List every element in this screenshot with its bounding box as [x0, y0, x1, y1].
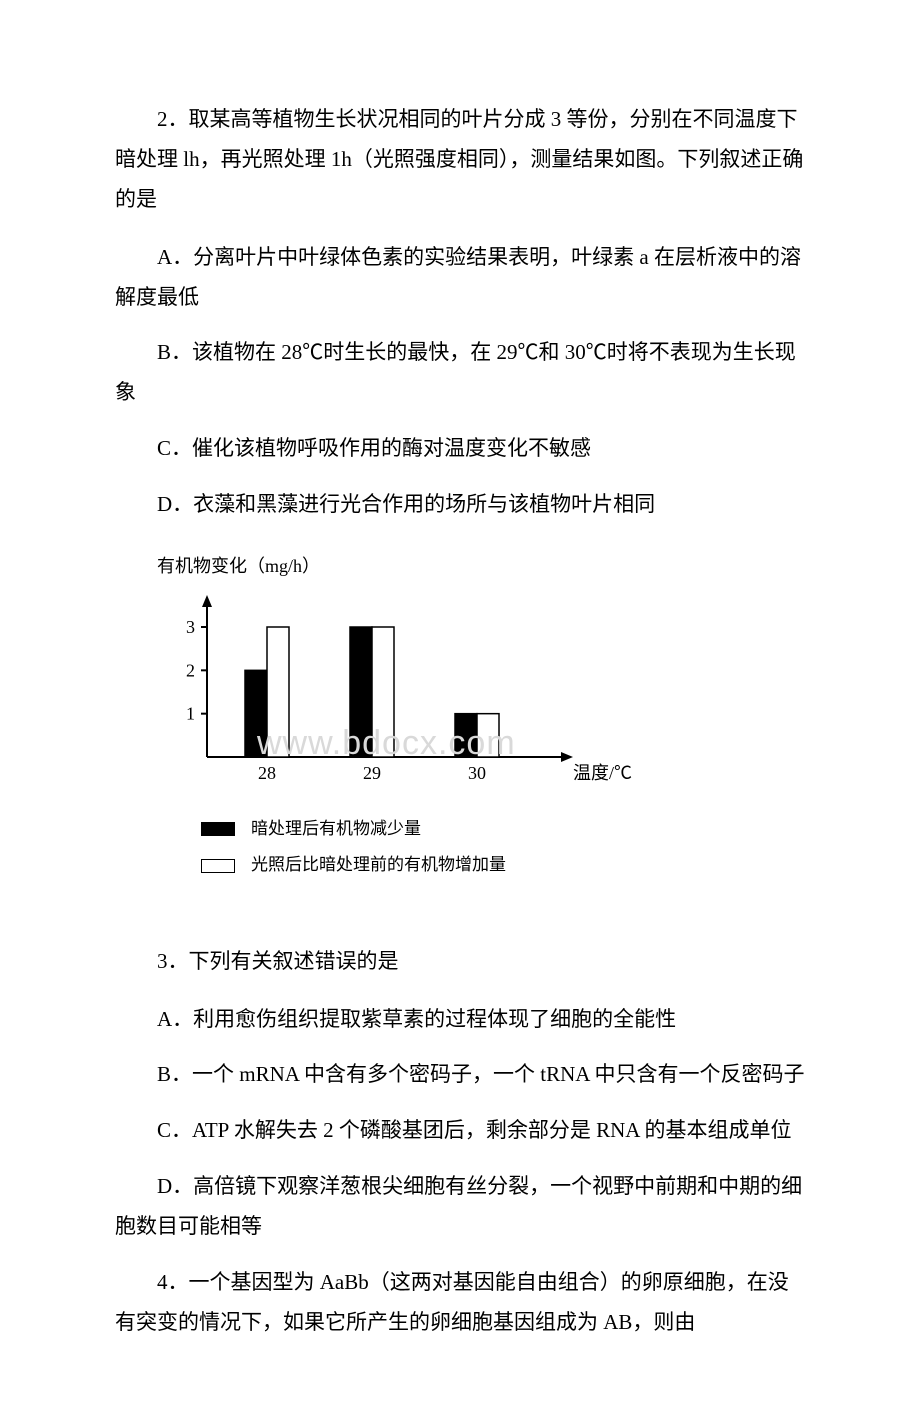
question-3-option-a: A．利用愈伤组织提取紫草素的过程体现了细胞的全能性 — [115, 1000, 805, 1040]
question-2-stem: 2．取某高等植物生长状况相同的叶片分成 3 等份，分别在不同温度下暗处理 lh，… — [115, 100, 805, 220]
bar-chart-svg: 1 2 3 28 29 30 温度/℃ — [157, 589, 637, 789]
legend-label-light: 光照后比暗处理前的有机物增加量 — [251, 849, 506, 881]
legend-row-dark: 暗处理后有机物减少量 — [201, 813, 805, 845]
question-2-option-c: C．催化该植物呼吸作用的酶对温度变化不敏感 — [115, 429, 805, 469]
svg-text:30: 30 — [468, 763, 486, 783]
question-4-stem: 4．一个基因型为 AaBb（这两对基因能自由组合）的卵原细胞，在没有突变的情况下… — [115, 1263, 805, 1343]
svg-text:温度/℃: 温度/℃ — [573, 763, 632, 783]
chart-container: 有机物变化（mg/h） 123282930温度/℃ www.bdocx.com … — [157, 549, 805, 882]
question-2-option-b: B．该植物在 28℃时生长的最快，在 29℃和 30℃时将不表现为生长现象 — [115, 333, 805, 413]
question-3-option-d: D．高倍镜下观察洋葱根尖细胞有丝分裂，一个视野中前期和中期的细胞数目可能相等 — [115, 1167, 805, 1247]
legend-swatch-light — [201, 859, 235, 873]
question-3-option-b: B．一个 mRNA 中含有多个密码子，一个 tRNA 中只含有一个反密码子 — [115, 1055, 805, 1095]
chart-legend: 暗处理后有机物减少量 光照后比暗处理前的有机物增加量 — [201, 813, 805, 882]
question-2-option-d: D．衣藻和黑藻进行光合作用的场所与该植物叶片相同 — [115, 485, 805, 525]
legend-row-light: 光照后比暗处理前的有机物增加量 — [201, 849, 805, 881]
chart-y-axis-title: 有机物变化（mg/h） — [157, 549, 805, 583]
legend-label-dark: 暗处理后有机物减少量 — [251, 813, 421, 845]
question-2-option-a: A．分离叶片中叶绿体色素的实验结果表明，叶绿素 a 在层析液中的溶解度最低 — [115, 238, 805, 318]
chart-area: 123282930温度/℃ www.bdocx.com — [157, 589, 805, 803]
svg-text:1: 1 — [186, 704, 195, 724]
svg-text:28: 28 — [258, 763, 276, 783]
question-3-option-c: C．ATP 水解失去 2 个磷酸基团后，剩余部分是 RNA 的基本组成单位 — [115, 1111, 805, 1151]
svg-text:2: 2 — [186, 661, 195, 681]
question-3-stem: 3．下列有关叙述错误的是 — [115, 942, 805, 982]
svg-text:3: 3 — [186, 617, 195, 637]
legend-swatch-dark — [201, 822, 235, 836]
svg-text:29: 29 — [363, 763, 381, 783]
